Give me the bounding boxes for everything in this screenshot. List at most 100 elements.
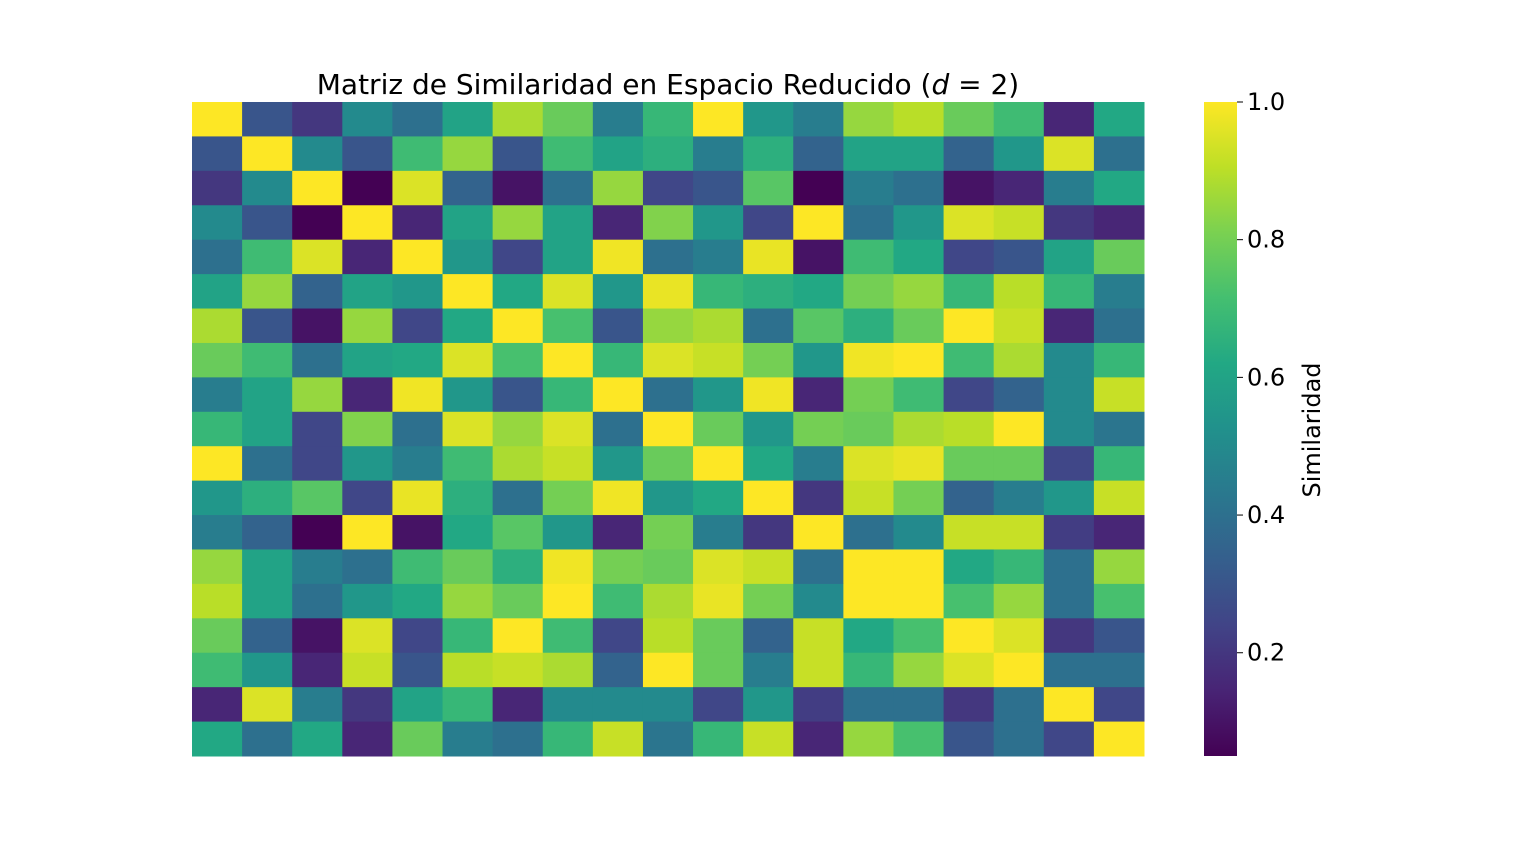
heatmap-cell [442,687,494,723]
heatmap-cell [893,136,945,172]
heatmap-cell [492,377,544,413]
heatmap-cell [642,205,694,241]
heatmap-cell [392,446,444,482]
heatmap-cell [442,652,494,688]
heatmap-cell [793,274,844,310]
heatmap-cell [642,239,694,275]
heatmap-cell [1093,515,1145,550]
heatmap-cell [893,274,945,310]
heatmap-cell [1093,102,1145,137]
heatmap-cell [342,170,393,206]
heatmap-cell [843,239,894,275]
heatmap-cell [242,102,293,137]
heatmap-cell [843,411,894,447]
heatmap-cell [993,342,1045,378]
heatmap-cell [993,549,1045,585]
heatmap-cell [893,411,945,447]
heatmap-cell [693,583,744,619]
heatmap-cell [192,136,243,172]
heatmap-cell [693,239,744,275]
heatmap-cell [843,618,894,654]
heatmap-cell [943,274,995,310]
heatmap-cell [743,687,794,723]
heatmap-cell [192,687,243,723]
heatmap-cell [642,687,694,723]
heatmap-cell [793,446,844,482]
heatmap-cell [492,102,544,137]
heatmap-cell [993,102,1045,137]
heatmap-cell [642,652,694,688]
heatmap-cell [943,411,995,447]
heatmap-cell [492,205,544,241]
heatmap-cell [893,687,945,723]
heatmap-cell [292,102,343,137]
heatmap-cell [943,308,995,344]
heatmap-cell [1093,377,1145,413]
heatmap-cell [1043,687,1095,723]
heatmap-cell [192,446,243,482]
heatmap-cell [1093,480,1145,516]
heatmap-cell [192,274,243,310]
heatmap-cell [843,170,894,206]
heatmap-cell [943,721,995,757]
heatmap-cell [292,205,343,241]
heatmap-cell [943,102,995,137]
heatmap-cell [492,239,544,275]
heatmap-cell [242,446,293,482]
heatmap-cell [592,480,644,516]
heatmap-cell [642,274,694,310]
heatmap-cell [642,618,694,654]
heatmap-cell [743,515,794,550]
heatmap-cell [292,274,343,310]
heatmap-cell [693,377,744,413]
heatmap-cell [1093,583,1145,619]
heatmap-cell [1093,342,1145,378]
heatmap-cell [542,136,594,172]
colorbar-tick-label: 0.2 [1247,639,1285,667]
heatmap-cell [542,102,594,137]
heatmap-cell [342,721,393,757]
heatmap-cell [242,618,293,654]
heatmap-cell [743,239,794,275]
heatmap-cell [342,583,393,619]
heatmap-cell [192,583,243,619]
heatmap-cell [492,411,544,447]
heatmap-cell [592,170,644,206]
heatmap-cell [492,170,544,206]
heatmap-cell [743,205,794,241]
heatmap-cell [542,583,594,619]
heatmap-cell [943,480,995,516]
heatmap-cell [442,342,494,378]
heatmap-cell [993,274,1045,310]
heatmap-cell [192,239,243,275]
heatmap-cell [793,411,844,447]
heatmap-cell [793,377,844,413]
heatmap-cell [342,342,393,378]
heatmap-cell [693,170,744,206]
heatmap-cell [993,480,1045,516]
heatmap-cell [542,308,594,344]
heatmap-cell [642,721,694,757]
heatmap-cell [1093,549,1145,585]
heatmap-cell [342,136,393,172]
heatmap-cell [242,342,293,378]
heatmap-cell [242,549,293,585]
heatmap-cell [642,515,694,550]
heatmap-cell [793,480,844,516]
heatmap-cell [993,618,1045,654]
heatmap-cell [993,687,1045,723]
heatmap-cell [442,515,494,550]
heatmap-cell [693,721,744,757]
heatmap-cell [993,446,1045,482]
heatmap-cell [693,102,744,137]
heatmap-cell [642,377,694,413]
heatmap-cell [793,583,844,619]
heatmap-cell [342,618,393,654]
heatmap-cell [743,583,794,619]
heatmap-cell [843,652,894,688]
heatmap-cell [592,549,644,585]
heatmap-cell [1043,480,1095,516]
heatmap-cell [943,205,995,241]
heatmap-cell [693,652,744,688]
heatmap-cell [492,342,544,378]
